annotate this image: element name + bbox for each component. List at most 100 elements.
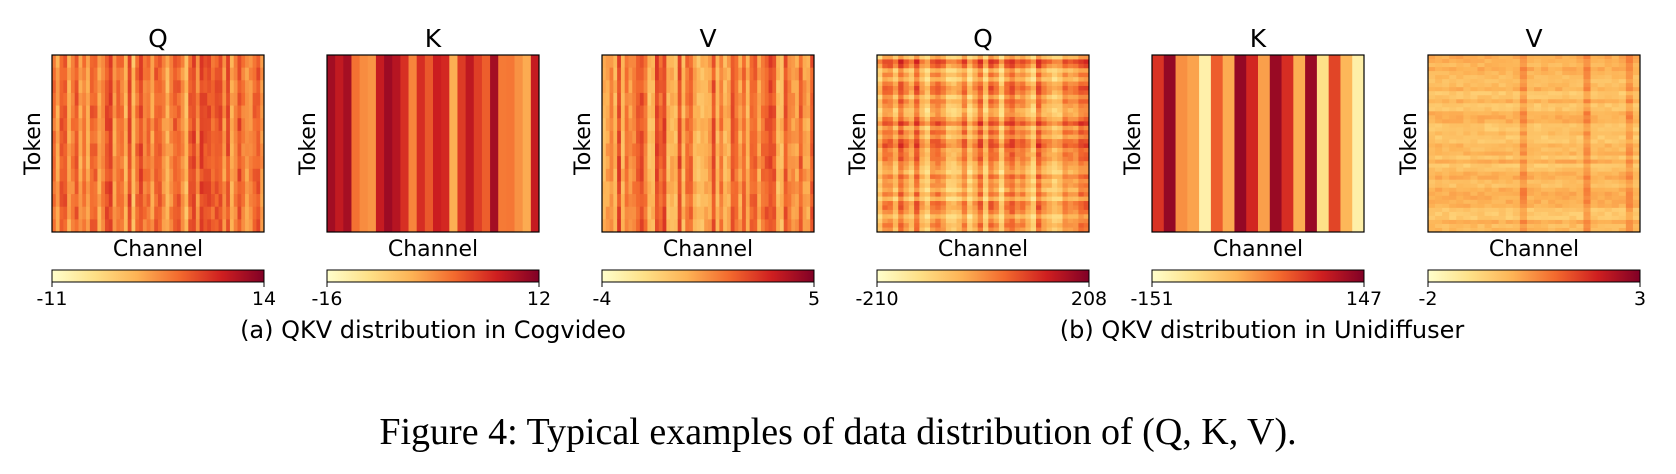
heatmap-cell [161, 181, 166, 195]
heatmap-cell [956, 130, 963, 136]
heatmap-cell [158, 105, 163, 119]
heatmap-cell [1583, 111, 1591, 116]
heatmap-cell [993, 170, 1000, 175]
heatmap-cell [1569, 183, 1577, 189]
heatmap-cell [681, 80, 686, 94]
heatmap-cell [802, 194, 807, 208]
heatmap-cell [1057, 134, 1063, 140]
heatmap-cell [1519, 151, 1528, 156]
heatmap-cell [86, 80, 91, 94]
heatmap-cell [1618, 175, 1627, 181]
heatmap-cell [655, 143, 660, 157]
heatmap-cell [116, 105, 121, 119]
heatmap-cell [956, 174, 963, 180]
heatmap-cell [742, 143, 747, 157]
heatmap-cell [1512, 103, 1521, 108]
heatmap-cell [1078, 174, 1085, 180]
heatmap-cell [742, 92, 747, 106]
heatmap-cell [169, 194, 174, 208]
heatmap-cell [956, 90, 963, 96]
heatmap-cell [757, 143, 762, 157]
heatmap-cell [1435, 87, 1443, 92]
heatmap-cell [226, 67, 231, 81]
heatmap-cell [662, 156, 667, 170]
heatmap-cell [1020, 81, 1026, 87]
heatmap-cell [1428, 135, 1436, 140]
heatmap-cell [1576, 207, 1584, 213]
heatmap-cell [1618, 71, 1627, 76]
heatmap-cell [105, 92, 110, 106]
heatmap-cell [252, 55, 257, 69]
heatmap-cell [1555, 207, 1563, 213]
heatmap-cell [184, 156, 189, 170]
heatmap-cell [768, 67, 773, 81]
heatmap-cell [1020, 125, 1026, 131]
heatmap-cell [1519, 95, 1528, 100]
heatmap-cell [961, 77, 968, 82]
heatmap-cell [237, 118, 242, 132]
heatmap-cell [993, 152, 1000, 158]
heatmap-cell [1051, 187, 1058, 193]
heatmap-cell [967, 205, 973, 211]
heatmap-cell [1083, 152, 1090, 158]
heatmap-cell [1611, 179, 1620, 185]
heatmap-cell [1470, 123, 1478, 128]
heatmap-cell [967, 121, 973, 127]
heatmap-cell [898, 147, 904, 153]
heatmap-cell [677, 67, 682, 81]
heatmap-cell [983, 125, 989, 131]
heatmap-cell [1526, 175, 1535, 181]
heatmap-cell [1442, 151, 1450, 156]
heatmap-cell [988, 59, 994, 65]
heatmap-cell [139, 143, 144, 157]
heatmap-cell [78, 181, 83, 195]
heatmap-cell [795, 143, 800, 157]
heatmap-cell [199, 206, 204, 220]
heatmap-cell [930, 103, 936, 109]
heatmap-cell [988, 108, 994, 113]
heatmap-cell [662, 143, 667, 157]
heatmap-cell [260, 168, 265, 182]
heatmap-cell [972, 85, 979, 91]
heatmap-cell [628, 80, 633, 94]
heatmap-cell [924, 103, 931, 109]
heatmap-cell [1526, 215, 1535, 221]
heatmap-cell [1576, 211, 1584, 217]
heatmap-cell [1491, 123, 1500, 128]
heatmap-cell [945, 72, 952, 78]
heatmap-cell [1046, 192, 1053, 197]
heatmap-cell [1604, 223, 1613, 229]
heatmap-cell [1449, 219, 1457, 225]
heatmap-cell [961, 227, 968, 233]
heatmap-cell [903, 68, 910, 74]
heatmap-cell [1632, 95, 1641, 100]
heatmap-cell [605, 105, 610, 119]
heatmap-cell [1611, 135, 1620, 140]
heatmap-cell [199, 118, 204, 132]
heatmap-cell [1625, 71, 1634, 76]
heatmap-cell [1576, 227, 1584, 233]
heatmap-cell [1491, 111, 1500, 116]
heatmap-cell [951, 55, 957, 60]
heatmap-cell [738, 143, 743, 157]
heatmap-cell [63, 194, 68, 208]
heatmap-cell [908, 156, 915, 162]
heatmap-cell [670, 181, 675, 195]
heatmap-cell [914, 196, 920, 202]
heatmap-cell [131, 143, 136, 157]
heatmap-cell [791, 55, 796, 69]
heatmap-cell [967, 72, 973, 78]
heatmap-cell [1604, 131, 1613, 136]
heatmap-cell [1041, 85, 1047, 91]
heatmap-cell [1477, 203, 1485, 209]
heatmap-cell [112, 67, 117, 81]
heatmap-cell [1463, 215, 1471, 221]
heatmap-cell [359, 55, 369, 233]
colorbar-max-label: 14 [252, 288, 276, 310]
heatmap-cell [86, 156, 91, 170]
heatmap-cell [1057, 161, 1063, 167]
heatmap-cell [613, 194, 618, 208]
heatmap-cell [892, 77, 899, 82]
heatmap-cell [1569, 179, 1577, 185]
heatmap-cell [97, 206, 102, 220]
